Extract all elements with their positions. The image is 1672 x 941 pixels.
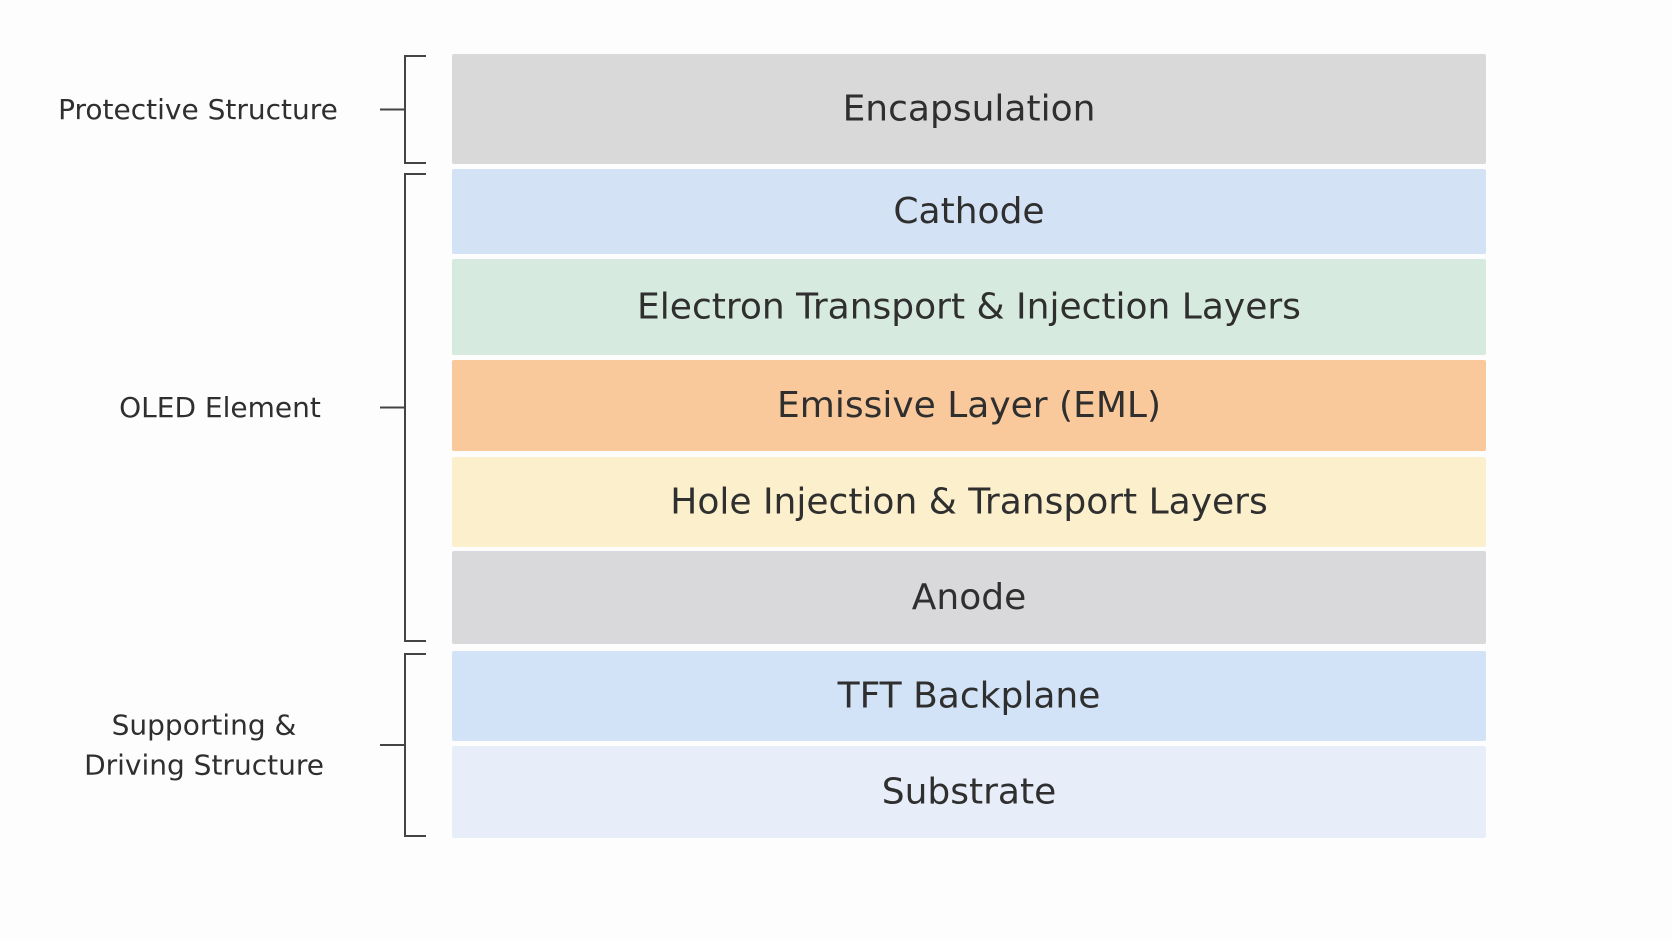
bracket: [380, 173, 426, 642]
bracket: [380, 55, 426, 164]
group-label: Driving Structure: [84, 749, 324, 782]
layer-box: [452, 651, 1486, 741]
layer-label: Cathode: [893, 191, 1044, 232]
group-label: OLED Element: [119, 391, 321, 424]
layer-box: [452, 259, 1486, 355]
layer-box: [452, 457, 1486, 547]
layer-label: Emissive Layer (EML): [777, 385, 1161, 426]
layer-box: [452, 360, 1486, 451]
layer-label: Hole Injection & Transport Layers: [670, 482, 1267, 523]
layer-box: [452, 54, 1486, 164]
layer-label: Anode: [912, 577, 1026, 618]
layer-label: Substrate: [882, 772, 1057, 813]
group-label: Supporting &: [112, 709, 297, 742]
layer-box: [452, 551, 1486, 644]
bracket: [380, 653, 426, 837]
group-label: Protective Structure: [58, 93, 338, 126]
layer-label: TFT Backplane: [837, 676, 1101, 717]
layer-box: [452, 169, 1486, 254]
layer-box: [452, 746, 1486, 838]
layer-label: Electron Transport & Injection Layers: [637, 287, 1301, 328]
layer-label: Encapsulation: [843, 89, 1096, 130]
